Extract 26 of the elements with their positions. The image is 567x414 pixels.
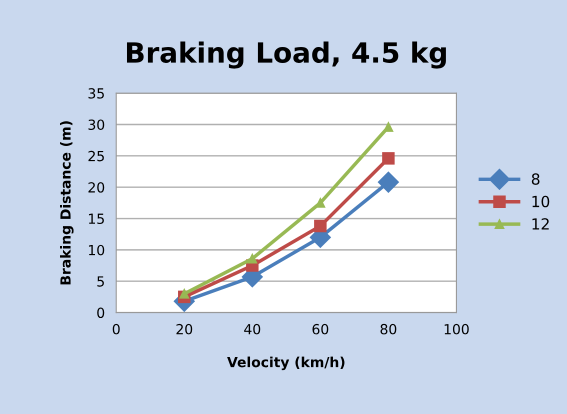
y-tick-label: 30 — [88, 119, 104, 130]
point — [247, 254, 258, 264]
x-tick-label: 80 — [380, 324, 396, 334]
y-tick-label: 15 — [88, 214, 104, 224]
x-tick-label: 100 — [444, 324, 469, 334]
legend-label: 12 — [532, 218, 549, 230]
x-tick-label: 0 — [112, 324, 120, 334]
point — [384, 122, 394, 132]
x-tick-label: 40 — [244, 324, 260, 334]
y-tick-label: 25 — [88, 150, 104, 162]
x-tick-label: 20 — [176, 324, 192, 334]
y-tick-label: 35 — [88, 88, 104, 99]
y-tick-label: 10 — [88, 244, 104, 256]
legend-label: 10 — [532, 196, 550, 208]
x-axis-title: Velocity (km/h) — [227, 356, 344, 370]
chart-title: Braking Load, 4.5 kg — [126, 41, 446, 69]
y-tick-label: 0 — [97, 308, 104, 318]
x-tick-label: 60 — [312, 324, 328, 334]
y-tick-label: 20 — [88, 182, 104, 193]
point — [378, 172, 399, 193]
point — [179, 288, 190, 299]
y-axis-title: Braking Distance (m) — [60, 121, 74, 284]
y-tick-label: 5 — [97, 276, 104, 287]
point — [382, 152, 395, 165]
legend-label: 8 — [532, 173, 540, 185]
point — [314, 220, 327, 232]
